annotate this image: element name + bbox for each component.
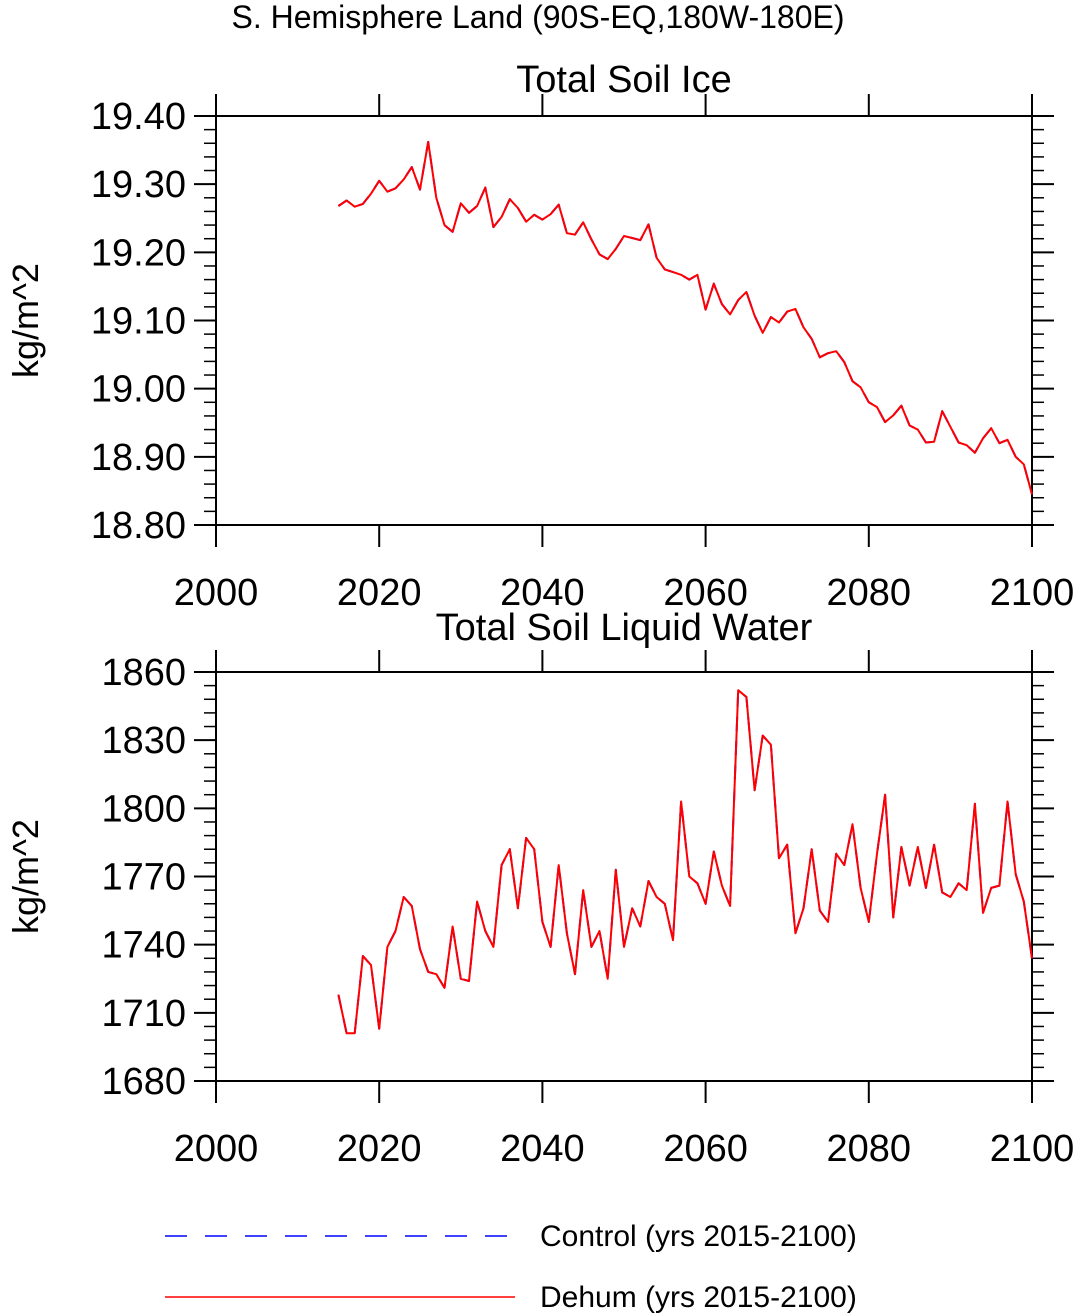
legend-dehum-label: Dehum (yrs 2015-2100): [540, 1281, 857, 1314]
y-tick-label: 19.40: [91, 96, 186, 138]
x-tick-label: 2060: [663, 1128, 748, 1170]
x-tick-label: 2060: [663, 572, 748, 614]
y-tick-label: 1830: [101, 720, 186, 762]
y-tick-label: 1680: [101, 1061, 186, 1103]
x-tick-label: 2040: [500, 572, 585, 614]
x-tick-label: 2100: [990, 1128, 1075, 1170]
panel-total-soil-ice: Total Soil Ice kg/m^2 2000 2020 2040 2060 2080…: [5, 59, 1074, 614]
y-tick-label: 1860: [101, 652, 186, 694]
y-tick-label: 19.20: [91, 232, 186, 274]
series-line-dehum: [337, 689, 1033, 1035]
y-tick-label: 1800: [101, 788, 186, 830]
x-tick-label: 2040: [500, 1128, 585, 1170]
figure-suptitle: S. Hemisphere Land (90S-EQ,180W-180E): [231, 0, 844, 35]
x-tick-label: 2020: [337, 1128, 422, 1170]
series-line-control: [337, 689, 1033, 1035]
y-tick-label: 19.00: [91, 369, 186, 411]
y-tick-label: 1770: [101, 857, 186, 899]
y-tick-label: 19.30: [91, 164, 186, 206]
plot-frame: [215, 671, 1033, 1082]
x-tick-label: 2000: [174, 1128, 259, 1170]
legend: Control (yrs 2015-2100) Dehum (yrs 2015-…: [165, 1220, 857, 1314]
x-tick-label: 2080: [827, 1128, 912, 1170]
x-tick-label: 2020: [337, 572, 422, 614]
chart-title: Total Soil Liquid Water: [436, 607, 813, 649]
y-tick-label: 1710: [101, 993, 186, 1035]
x-tick-label: 2080: [827, 572, 912, 614]
y-tick-label: 19.10: [91, 301, 186, 343]
x-tick-label: 2100: [990, 572, 1075, 614]
y-tick-label: 18.90: [91, 437, 186, 479]
y-tick-label: 1740: [101, 925, 186, 967]
y-tick-label: 18.80: [91, 505, 186, 547]
panel-total-soil-liquid-water: Total Soil Liquid Water kg/m^2 2000 2020 204…: [5, 607, 1074, 1170]
plot-frame: [215, 115, 1033, 526]
series-line-dehum: [337, 140, 1033, 495]
x-tick-label: 2000: [174, 572, 259, 614]
chart-title: Total Soil Ice: [516, 59, 731, 101]
y-axis-label: kg/m^2: [5, 263, 46, 378]
y-axis-label: kg/m^2: [5, 819, 46, 934]
legend-control-label: Control (yrs 2015-2100): [540, 1220, 857, 1253]
